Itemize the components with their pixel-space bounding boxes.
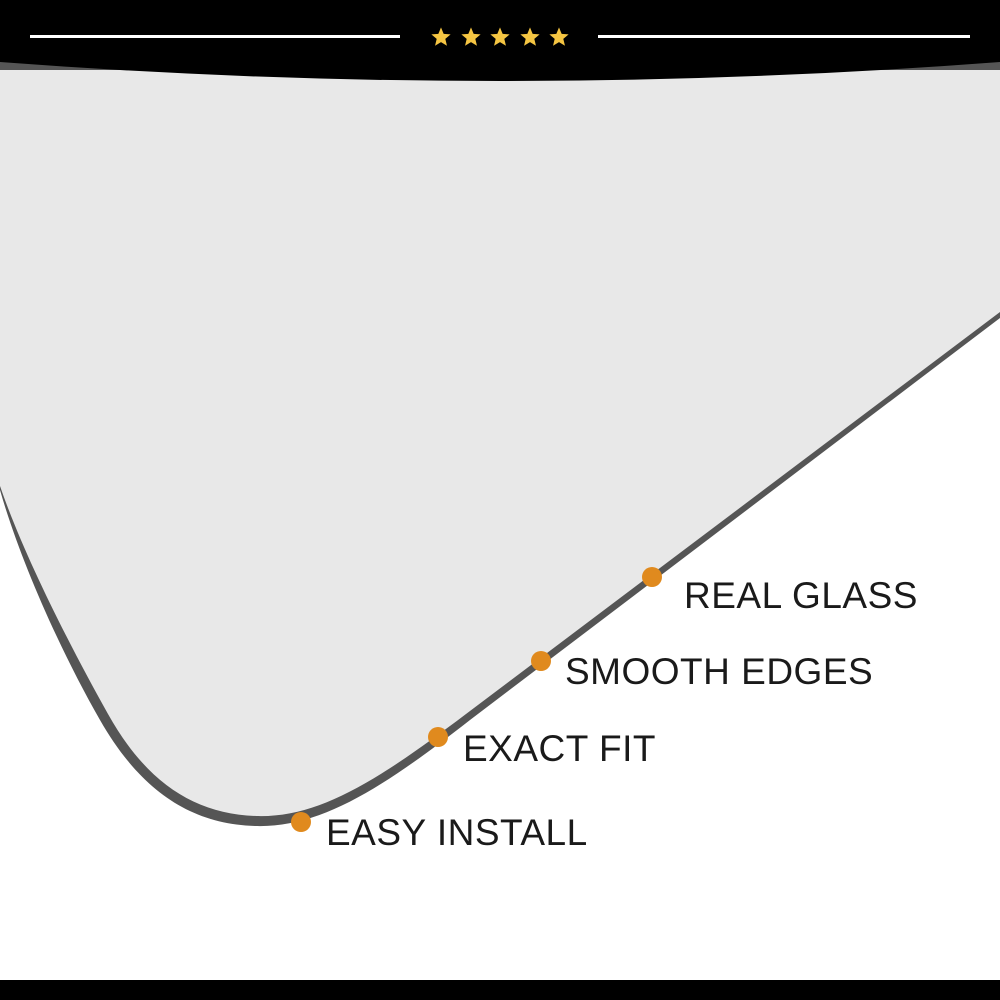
feature-label: REAL GLASS <box>684 575 918 616</box>
callout-dot <box>291 812 311 832</box>
star-rating <box>430 22 570 52</box>
star-icon <box>490 27 510 46</box>
feature-label: EXACT FIT <box>463 728 656 769</box>
star-icon <box>519 27 540 46</box>
star-icon <box>549 27 569 46</box>
callout-dot <box>428 727 448 747</box>
callout-dot <box>531 651 551 671</box>
header-divider-right <box>598 35 970 38</box>
star-icon <box>460 27 481 46</box>
star-icon <box>431 27 451 46</box>
header-divider-left <box>30 35 400 38</box>
feature-label: SMOOTH EDGES <box>565 651 874 692</box>
feature-label: EASY INSTALL <box>326 812 588 853</box>
footer-bar <box>0 980 1000 1000</box>
glass-surface <box>0 70 1000 817</box>
callout-dot <box>642 567 662 587</box>
